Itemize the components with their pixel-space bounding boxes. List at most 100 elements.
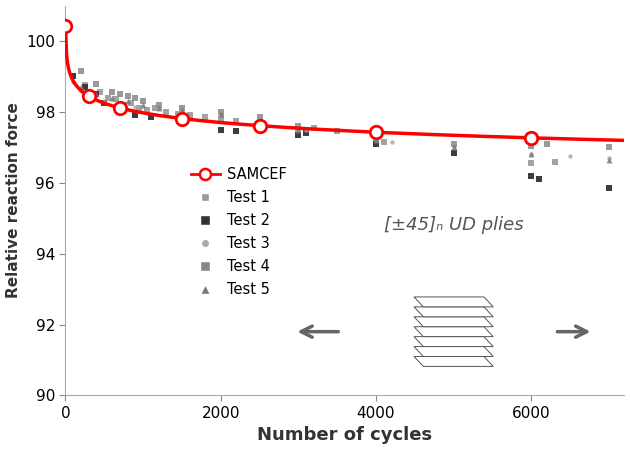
Point (294, 126, 304, 133)
Point (565, 153, 575, 160)
Point (99, 99, 109, 107)
Point (604, 184, 614, 192)
Point (68, 78, 78, 86)
Point (130, 94, 140, 101)
Point (134, 105, 144, 112)
Point (449, 144, 459, 151)
Point (200, 113, 210, 121)
Point (526, 151, 536, 158)
Point (80, 84, 90, 91)
Point (111, 96, 121, 103)
Point (91, 90, 101, 98)
Point (526, 172, 536, 179)
Point (80, 82, 90, 89)
Point (255, 113, 265, 121)
Point (107, 94, 117, 101)
Point (449, 149, 459, 156)
Text: [±45]ₙ UD plies: [±45]ₙ UD plies (384, 216, 524, 234)
Point (526, 142, 536, 149)
Point (76, 84, 86, 91)
X-axis label: Number of cycles: Number of cycles (258, 427, 432, 445)
Point (115, 105, 125, 112)
Point (371, 137, 381, 144)
Point (122, 98, 132, 105)
Point (604, 144, 614, 151)
Point (231, 117, 241, 124)
Point (154, 105, 164, 112)
Point (549, 158, 559, 165)
Point (371, 137, 381, 144)
Polygon shape (414, 317, 493, 327)
Point (161, 108, 171, 116)
Point (76, 87, 86, 94)
Point (301, 130, 311, 137)
Point (449, 140, 459, 148)
Point (294, 122, 304, 130)
Point (173, 110, 183, 117)
Point (76, 68, 86, 75)
Point (215, 110, 226, 117)
Point (130, 112, 140, 119)
Point (449, 142, 459, 149)
Point (371, 133, 381, 140)
Point (107, 89, 117, 96)
Point (103, 94, 113, 101)
Point (185, 112, 195, 119)
Point (215, 112, 226, 119)
Point (122, 92, 132, 99)
Point (84, 94, 94, 101)
Point (604, 156, 614, 163)
Point (138, 101, 148, 108)
Point (91, 80, 101, 87)
Point (115, 90, 125, 98)
Point (177, 108, 187, 116)
Point (255, 119, 265, 126)
Point (371, 140, 381, 148)
Polygon shape (414, 327, 493, 337)
Point (127, 99, 137, 107)
Point (534, 176, 544, 183)
Point (542, 140, 552, 148)
Point (301, 126, 311, 133)
Point (142, 107, 152, 114)
Point (95, 89, 105, 96)
Y-axis label: Relative reaction force: Relative reaction force (6, 103, 21, 298)
Point (332, 128, 342, 135)
Polygon shape (414, 297, 493, 307)
Point (526, 151, 536, 158)
Point (371, 137, 381, 144)
Point (138, 98, 148, 105)
Point (91, 90, 101, 98)
Point (255, 117, 265, 124)
Point (177, 119, 187, 126)
Point (294, 126, 304, 133)
Point (294, 131, 304, 139)
Point (231, 128, 241, 135)
Point (386, 139, 396, 146)
Point (88, 90, 98, 98)
Point (604, 154, 614, 162)
Point (130, 103, 140, 110)
Point (177, 107, 187, 114)
Point (154, 101, 164, 108)
Point (154, 105, 164, 112)
Point (118, 101, 129, 108)
Point (99, 98, 109, 105)
Point (150, 105, 160, 112)
Polygon shape (414, 356, 493, 366)
Point (215, 108, 226, 116)
Legend: SAMCEF, Test 1, Test 2, Test 3, Test 4, Test 5: SAMCEF, Test 1, Test 2, Test 3, Test 4, … (185, 161, 293, 303)
Point (215, 115, 226, 122)
Polygon shape (414, 346, 493, 356)
Point (309, 124, 319, 131)
Point (379, 139, 389, 146)
Polygon shape (414, 307, 493, 317)
Polygon shape (414, 337, 493, 347)
Point (146, 113, 156, 121)
Point (294, 124, 304, 131)
Point (115, 101, 125, 108)
Point (68, 73, 78, 80)
Point (215, 126, 226, 133)
Point (526, 160, 536, 167)
Point (177, 105, 187, 112)
